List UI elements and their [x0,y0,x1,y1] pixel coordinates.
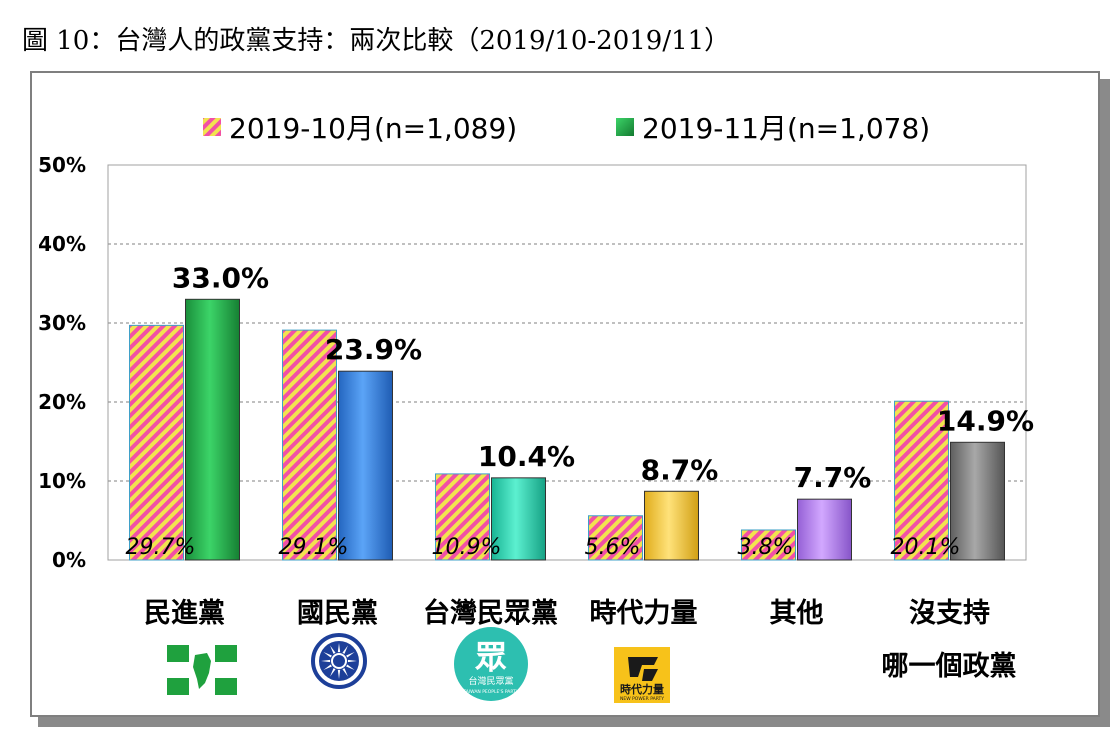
bar-labels: 29.7% 33.0% 29.1% 23.9% 10.9% 10.4% 5.6% 8.7% 3.… [126,261,1035,560]
bar-nov [491,477,546,561]
y-tick-label: 0% [52,548,86,572]
tpp-logo-name: 台灣民眾黨 [468,675,513,687]
y-tick-label: 50% [38,153,86,177]
kmt-ray [337,643,341,653]
y-tick-label: 20% [38,390,86,414]
tpp-logo: 眾 台灣民眾黨 TAIWAN PEOPLE'S PARTY [454,627,528,701]
category-label: 國民黨 [297,598,378,629]
kmt-ray [346,652,355,658]
category-label: 其他 [770,598,824,629]
bars [129,298,1005,561]
kmt-ray [330,645,336,654]
legend-label-oct: 2019-10月(n=1,089) [229,112,517,145]
tpp-logo-en: TAIWAN PEOPLE'S PARTY [462,689,519,695]
plot-area [107,164,1027,561]
bar-label-nov: 23.9% [325,333,422,366]
bar-label-oct: 5.6% [585,535,641,560]
kmt-ray [323,652,332,658]
category-note: 哪一個政黨 [882,651,1017,682]
category-label: 台灣民眾黨 [423,597,558,629]
bar-oct [894,400,949,561]
bar-nov [185,298,240,561]
npp-logo: 時代力量 NEW POWER PARTY [614,647,670,703]
legend-swatch-nov [616,118,634,136]
bar-label-nov: 14.9% [937,404,1034,437]
category-label: 民進黨 [144,598,225,629]
bar-nov [797,498,852,561]
category-label: 沒支持 [909,598,990,629]
npp-logo-name: 時代力量 [620,682,664,696]
bar-oct [282,329,337,561]
bar-label-oct: 29.7% [126,535,196,560]
legend-swatch-oct [203,118,221,136]
kmt-ray [346,664,355,670]
kmt-ray [321,659,331,663]
bar-oct [435,473,490,561]
npp-logo-en: NEW POWER PARTY [620,696,664,702]
kmt-ray [323,664,332,670]
gridlines [108,243,1026,482]
bar-label-nov: 10.4% [478,440,575,473]
y-axis-ticks: 0% 10% 20% 30% 40% 50% [38,153,86,572]
tpp-logo-glyph: 眾 [474,638,507,676]
bar-label-oct: 3.8% [738,535,794,560]
dpp-logo [167,645,237,695]
bar-label-nov: 8.7% [641,453,719,486]
y-tick-label: 40% [38,232,86,256]
bar-label-oct: 20.1% [891,535,961,560]
category-label: 時代力量 [590,598,698,629]
kmt-ray [342,645,348,654]
kmt-ray [330,668,336,677]
category-labels: 民進黨 國民黨 台灣民眾黨 時代力量 其他 沒支持 [144,597,990,629]
figure-title: 圖 10：台灣人的政黨支持：兩次比較（2019/10-2019/11） [22,26,731,56]
y-tick-label: 10% [38,469,86,493]
y-tick-label: 30% [38,311,86,335]
kmt-ray [342,668,348,677]
legend: 2019-10月(n=1,089) 2019-11月(n=1,078) [203,112,930,145]
bar-nov [644,490,699,561]
kmt-logo [311,633,367,689]
bar-nov [338,370,393,561]
bar-oct [129,324,184,561]
bar-label-oct: 10.9% [432,535,502,560]
bar-nov [950,441,1005,561]
bar-oct [741,529,796,561]
bar-label-nov: 7.7% [794,461,872,494]
legend-label-nov: 2019-11月(n=1,078) [642,112,930,145]
kmt-ray [337,669,341,679]
bar-label-nov: 33.0% [172,261,269,294]
bar-oct [588,515,643,561]
kmt-ray [347,659,357,663]
bar-label-oct: 29.1% [279,535,349,560]
